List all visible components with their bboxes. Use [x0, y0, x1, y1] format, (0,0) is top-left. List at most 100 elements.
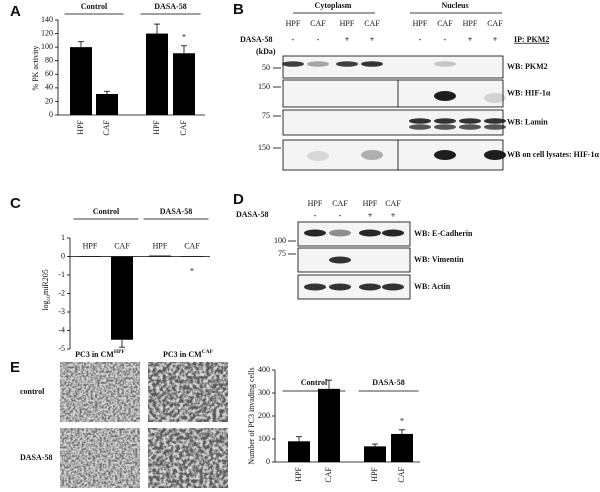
- lane-sign: -: [339, 211, 342, 220]
- lane-label: CAF: [364, 19, 380, 28]
- lane-label: HPF: [308, 199, 323, 208]
- y-tick-label: 300: [258, 388, 270, 397]
- micrograph: [60, 428, 140, 488]
- blot-band: [329, 229, 351, 237]
- blot-band: [409, 118, 431, 124]
- blot-band: [382, 283, 404, 291]
- panel-letter: A: [10, 3, 21, 20]
- bar: [70, 47, 92, 116]
- blot-band: [336, 61, 358, 67]
- blot-band: [329, 256, 351, 264]
- blot-band: [307, 61, 329, 67]
- group-label: DASA-58: [372, 378, 404, 387]
- blot-band: [382, 229, 404, 237]
- marker-label: 50: [262, 63, 270, 72]
- image-column-label: PC3 in CMCAF: [163, 349, 214, 359]
- x-tick-label: HPF: [83, 241, 98, 250]
- y-tick-label: 400: [258, 365, 270, 374]
- x-tick-label: CAF: [397, 466, 406, 482]
- panel-letter: D: [233, 191, 244, 208]
- blot-band: [484, 124, 506, 130]
- lane-label: HPF: [363, 199, 378, 208]
- bar: [79, 256, 101, 257]
- blot-band: [359, 229, 381, 237]
- y-tick-label: -4: [58, 325, 65, 334]
- x-tick-label: HPF: [370, 466, 379, 481]
- y-axis-label: Number of PC3 invading cells: [247, 367, 256, 464]
- image-row-label: control: [20, 387, 45, 396]
- lane-label: CAF: [487, 19, 503, 28]
- blot-frame: [282, 139, 504, 171]
- lane-sign: +: [468, 35, 473, 44]
- image-column-sup: HPF: [114, 349, 126, 355]
- y-tick-label: 120: [41, 28, 53, 37]
- micrograph: [148, 362, 228, 422]
- panel-letter: B: [233, 1, 244, 18]
- fraction-label: Nucleus: [441, 1, 468, 10]
- lane-sign: +: [368, 211, 373, 220]
- blot-label: WB on cell lysates: HIF-1α: [507, 150, 600, 159]
- blot-band: [459, 124, 481, 130]
- y-tick-label: 0: [61, 251, 65, 260]
- panel-letter: E: [10, 359, 20, 376]
- blot-frame: [297, 247, 411, 273]
- marker-label: 100: [274, 236, 286, 245]
- image-column-text: PC3 in CM: [163, 350, 202, 359]
- blot-label: WB: Vimentin: [414, 255, 464, 264]
- blot-band: [304, 283, 326, 291]
- lane-sign: -: [317, 35, 320, 44]
- blot-label: WB: PKM2: [507, 62, 548, 71]
- marker-label: 150: [258, 82, 270, 91]
- lane-label: CAF: [385, 199, 401, 208]
- blot-label: WB: E-Cadherin: [414, 229, 473, 238]
- significance-star: *: [400, 417, 404, 426]
- y-tick-label: 0: [49, 110, 53, 119]
- y-tick-label: 60: [45, 69, 53, 78]
- micrograph: [60, 362, 140, 422]
- blot-band: [434, 150, 456, 160]
- blot-band: [434, 124, 456, 130]
- lane-label: HPF: [463, 19, 478, 28]
- lane-label: CAF: [310, 19, 326, 28]
- lane-sign: -: [444, 35, 447, 44]
- y-tick-label: -1: [58, 270, 65, 279]
- image-column-sup: CAF: [202, 349, 214, 355]
- blot-band: [361, 61, 383, 67]
- y-axis-label-part: miR205: [41, 269, 50, 295]
- x-tick-label: HPF: [152, 119, 161, 134]
- group-label: Control: [301, 378, 328, 387]
- lane-label: CAF: [437, 19, 453, 28]
- lane-sign: +: [345, 35, 350, 44]
- x-tick-label: CAF: [114, 241, 130, 250]
- bar: [318, 388, 340, 462]
- image-column-label: PC3 in CMHPF: [75, 349, 125, 359]
- blot-band: [484, 118, 506, 124]
- micrograph: [148, 428, 228, 488]
- bar: [96, 93, 118, 115]
- blot-band: [409, 124, 431, 130]
- image-column-text: PC3 in CM: [75, 350, 114, 359]
- blot-frame: [282, 55, 504, 79]
- group-label: Control: [93, 207, 120, 216]
- bar: [149, 255, 171, 257]
- y-tick-label: -3: [58, 307, 65, 316]
- lane-sign: +: [370, 35, 375, 44]
- x-tick-label: CAF: [184, 241, 200, 250]
- blot-band: [304, 229, 326, 237]
- y-axis-label: % PK activity: [31, 46, 40, 91]
- bar: [111, 256, 133, 340]
- y-tick-label: 40: [45, 83, 53, 92]
- y-axis-label-part: 10: [46, 295, 52, 301]
- blot-band: [459, 118, 481, 124]
- blot-band: [361, 150, 383, 160]
- blot-band: [329, 283, 351, 291]
- blot-band: [359, 283, 381, 291]
- bar: [391, 433, 413, 462]
- fraction-label: Cytoplasm: [315, 1, 352, 10]
- blot-band: [307, 151, 329, 161]
- marker-label: 75: [262, 111, 270, 120]
- blot-band: [484, 150, 506, 160]
- y-tick-label: 140: [41, 15, 53, 24]
- y-tick-label: 80: [45, 56, 53, 65]
- image-row-label: DASA-58: [20, 453, 52, 462]
